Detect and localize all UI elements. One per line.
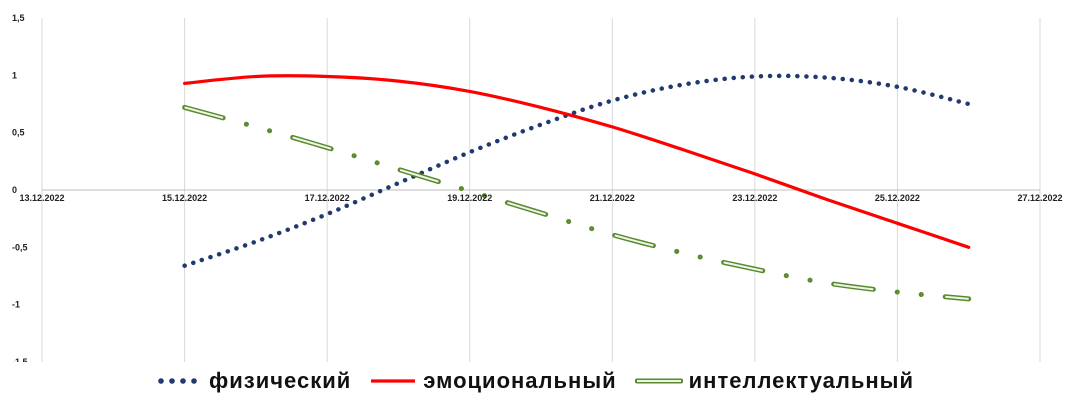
x-tick-label: 25.12.2022: [875, 193, 920, 203]
legend-item: эмоциональный: [369, 368, 616, 394]
legend-item: интеллектуальный: [634, 368, 914, 394]
y-tick-labels: 1,5 1 0,5 0 -0,5 -1 -1,5: [12, 13, 28, 362]
line-chart: 13.12.2022 15.12.2022 17.12.2022 19.12.2022…: [12, 13, 1063, 362]
legend-item: физический: [155, 368, 351, 394]
y-tick-label: 0,5: [12, 128, 25, 138]
y-tick-label: -1,5: [12, 357, 28, 362]
legend-swatch: [371, 379, 416, 383]
series-lines: [182, 73, 972, 302]
y-tick-label: 0: [12, 185, 17, 195]
chart-legend: физический эмоциональный интеллектуальный: [0, 363, 1069, 399]
y-tick-label: -1: [12, 300, 20, 310]
series-line-2: [183, 74, 971, 249]
x-tick-label: 13.12.2022: [19, 193, 64, 203]
legend-swatch: [158, 378, 197, 384]
x-tick-label: 19.12.2022: [447, 193, 492, 203]
x-tick-label: 15.12.2022: [162, 193, 207, 203]
y-tick-label: 1: [12, 70, 17, 80]
x-tick-label: 23.12.2022: [732, 193, 777, 203]
y-tick-label: -0,5: [12, 242, 28, 252]
x-tick-label: 17.12.2022: [305, 193, 350, 203]
axes: [41, 18, 1040, 362]
legend-label: эмоциональный: [423, 368, 617, 393]
x-tick-label: 27.12.2022: [1017, 193, 1062, 203]
legend-label: физический: [209, 368, 352, 393]
series-line-3: [182, 104, 972, 302]
series-line-1: [182, 73, 971, 268]
y-tick-label: 1,5: [12, 13, 25, 23]
x-tick-label: 21.12.2022: [590, 193, 635, 203]
series-line-3-inner: [184, 106, 969, 300]
legend-label: интеллектуальный: [688, 368, 914, 393]
x-tick-labels: 13.12.2022 15.12.2022 17.12.2022 19.12.2022…: [19, 193, 1062, 203]
legend-swatch: [634, 378, 683, 384]
